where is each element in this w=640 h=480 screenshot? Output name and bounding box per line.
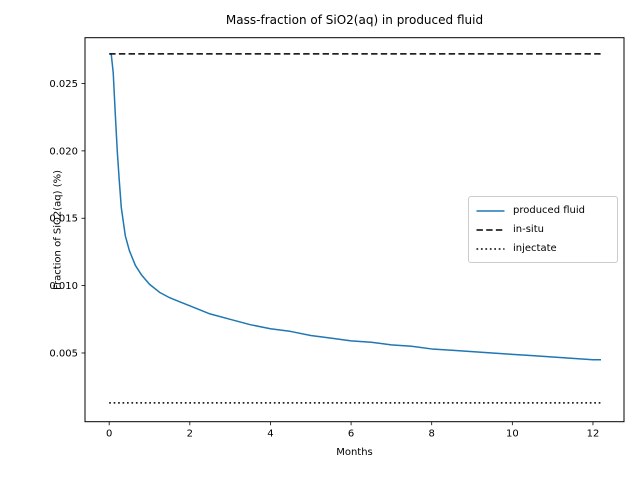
- x-tick-label: 10: [506, 429, 519, 440]
- chart-title: Mass-fraction of SiO2(aq) in produced fl…: [225, 13, 484, 27]
- y-tick-label: 0.005: [49, 348, 78, 359]
- y-axis-label: Fraction of SiO2(aq) (%): [52, 169, 64, 291]
- x-tick-label: 0: [106, 429, 112, 440]
- legend-entry-injectate: injectate: [476, 239, 610, 258]
- y-tick-label: 0.020: [49, 146, 78, 157]
- x-axis-label: Months: [336, 447, 373, 458]
- axes-spines: [84, 37, 625, 423]
- legend-line-sample: [476, 228, 505, 231]
- y-tick-label: 0.010: [49, 281, 78, 292]
- legend-label: injectate: [513, 243, 557, 254]
- legend-entry-produced-fluid: produced fluid: [476, 201, 610, 220]
- y-tick-label: 0.015: [49, 214, 78, 225]
- x-tick-label: 4: [267, 429, 273, 440]
- x-tick-label: 8: [429, 429, 435, 440]
- legend-label: produced fluid: [513, 205, 585, 216]
- y-tick-label: 0.025: [49, 79, 78, 90]
- x-tick-label: 12: [587, 429, 600, 440]
- legend-line-sample: [476, 247, 505, 250]
- legend-line-sample: [476, 209, 505, 212]
- legend: produced fluid in-situ injectate: [468, 196, 618, 263]
- x-tick-label: 2: [187, 429, 193, 440]
- series-line-produced-fluid: [110, 53, 602, 361]
- legend-entry-in-situ: in-situ: [476, 220, 610, 239]
- x-tick-label: 6: [348, 429, 354, 440]
- legend-label: in-situ: [513, 224, 544, 235]
